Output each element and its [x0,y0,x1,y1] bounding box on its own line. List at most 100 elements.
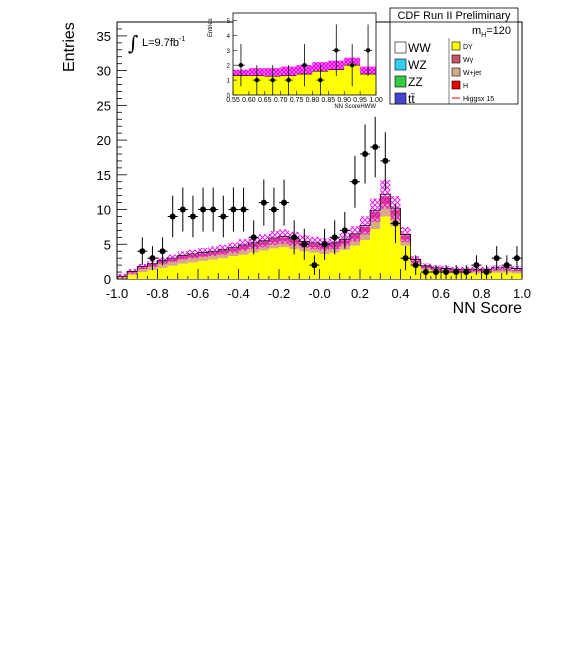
background-stack [117,194,522,279]
data-point-10 [240,206,247,213]
data-point-17 [311,262,318,269]
stack-bar-dy-14 [258,250,269,279]
stack-bar-wjet-2 [137,269,148,273]
stack-bar-dy-18 [299,251,310,279]
data-point-24 [382,157,389,164]
data-points [137,116,522,279]
stack-bar-wjet-23 [349,238,360,246]
data-point-2 [159,248,166,255]
stack-bar-dy-26 [380,216,391,279]
stack-bar-wjet-14 [258,244,269,251]
stack-bar-dy-2 [137,272,148,279]
inset-x-tick-label: 0.70 [274,97,288,104]
inset-x-tick-label: 0.60 [242,97,256,104]
x-tick-label: 0.6 [432,286,450,301]
data-point-25 [392,220,399,227]
integral-sign: ∫ [128,31,138,55]
x-tick-label: -0.0 [308,286,330,301]
stack-bar-wjet-19 [309,247,320,253]
data-point-18 [321,241,328,248]
data-point-11 [250,234,257,241]
data-point-20 [341,227,348,234]
stack-bar-dy-39 [511,273,522,279]
stack-bar-dy-9 [208,259,219,279]
stack-bar-dy-12 [238,254,249,279]
stack-bar-dy-13 [248,252,259,279]
inset-x-tick-label: 0.80 [306,97,320,104]
inset-y-tick-label: 2 [227,64,231,70]
stack-bar-dy-24 [360,240,371,279]
stack-bar-wjet-28 [400,239,411,246]
stack-bar-wjet-37 [491,270,502,273]
x-tick-label: 0.4 [391,286,409,301]
legend-swatch-1 [394,58,407,71]
x-axis-title: NN Score [453,300,522,317]
legend-label-right-2: W+jet [463,70,481,77]
data-point-22 [362,150,369,157]
data-point-32 [463,269,470,276]
x-tick-label: -0.6 [187,286,209,301]
x-tick-label: 0.2 [351,286,369,301]
inset-y-tick-label: 3 [227,49,231,55]
data-point-16 [301,241,308,248]
legend-swatch-3 [394,92,407,105]
y-tick-label: 20 [97,133,111,148]
inset-content: 0.55 0.60 0.65 0.70 0.75 0.80 0.85 0.90 0.95 1.00… [226,19,383,104]
inset-y-axis-title: Entries [208,18,214,37]
data-point-35 [493,255,500,262]
data-point-14 [281,199,288,206]
stack-bar-dy-5 [167,265,178,279]
stack-bar-dy-23 [349,245,360,279]
stack-bar-dy-11 [228,256,239,279]
inset-bkg-bar-8 [360,74,376,95]
data-point-34 [483,269,490,276]
data-point-8 [220,213,227,220]
inset-x-tick-label: 0.95 [353,97,367,104]
data-point-21 [351,178,358,185]
stack-bar-wjet-15 [268,242,279,249]
legend-label-right-1: Wγ [463,57,474,64]
luminosity-label: L=9.7fb-1 [142,36,185,49]
stack-bar-wjet-6 [177,258,188,264]
x-tick-label: 0.8 [472,286,490,301]
stack-bar-wjet-5 [167,261,178,266]
stack-bar-dy-27 [390,226,401,279]
legend-swatch-right-0 [451,41,461,51]
inset-data-point-4 [302,62,307,68]
inset-x-tick-label: 0.75 [290,97,304,104]
data-point-31 [453,269,460,276]
data-point-36 [503,262,510,269]
total-background-outline [116,193,523,279]
x-tick-label: -0.2 [268,286,290,301]
legend-swatch-2 [394,75,407,88]
data-point-28 [422,269,429,276]
stack-bar-wjet-11 [228,251,239,257]
y-tick-label: 15 [97,168,111,183]
legend-swatch-right-3 [451,80,461,90]
inset-data-point-8 [365,48,371,53]
y-axis-title: Entries [61,22,78,72]
stack-bar-wjet-39 [511,271,522,274]
inset-data-point-5 [318,77,323,83]
x-tick-label: -0.4 [227,286,249,301]
stack-bar-dy-16 [279,247,290,279]
y-tick-label: 10 [97,203,111,218]
inset-data-point-7 [349,62,355,68]
y-tick-label: 5 [104,237,111,252]
stack-bar-dy-25 [370,228,381,279]
legend-right-column: DY Wγ W+jet H Higgsx 15 [451,41,494,103]
inset-data-point-0 [238,62,244,68]
data-point-5 [189,213,196,220]
data-point-19 [331,234,338,241]
data-point-9 [230,206,237,213]
stack-bar-dy-8 [198,260,209,279]
legend-label-right-4: Higgsx 15 [463,96,494,103]
legend-swatch-right-2 [451,67,461,77]
inset-y-tick-label: 0 [227,94,231,100]
stack-bar-dy-35 [471,273,482,279]
inset-y-tick-label: 5 [227,19,231,25]
stack-bar-dy-4 [157,267,168,279]
inset-bkg-bar-6 [328,69,345,95]
stack-bar-dy-20 [319,253,330,279]
legend-label-0: WW [408,41,431,55]
